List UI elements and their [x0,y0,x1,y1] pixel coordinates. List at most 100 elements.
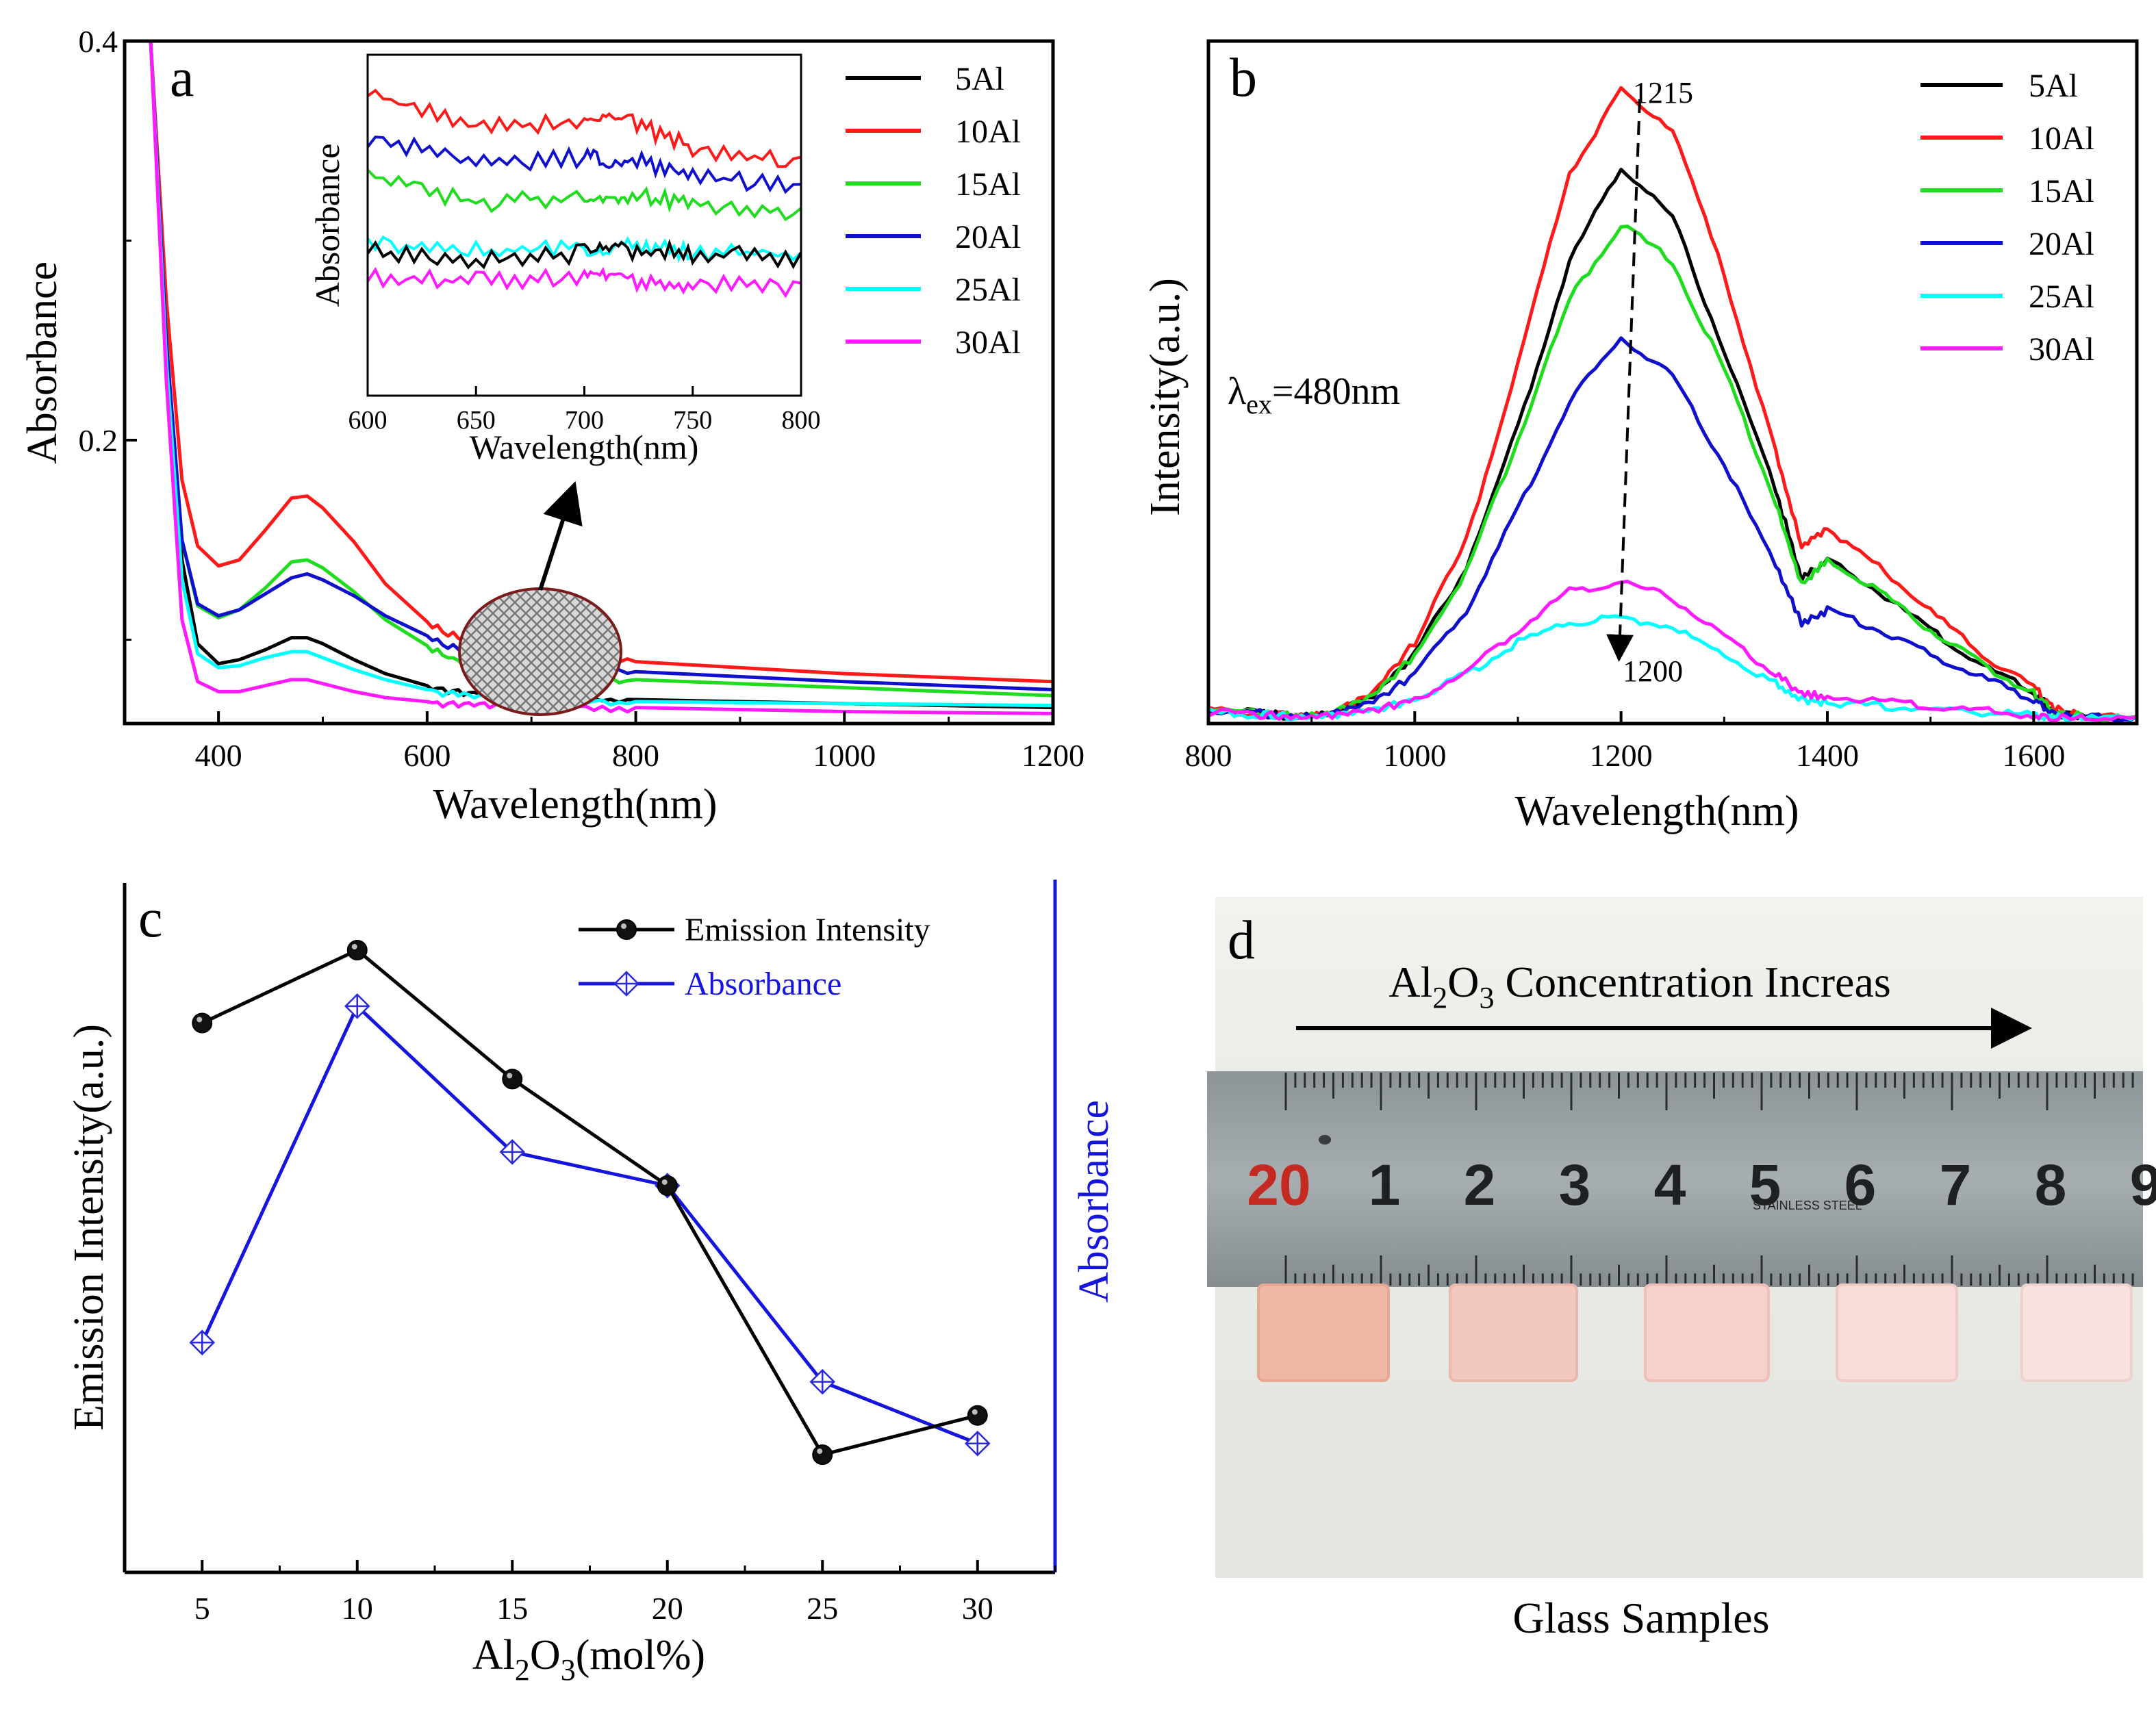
legend-label-a: 5Al [955,61,1004,97]
x-tick-label-c: 5 [194,1591,210,1626]
series-line-b-30Al [1208,579,2137,723]
x-tick-label-b: 1400 [1796,738,1859,773]
inset-x-tick-label: 800 [782,406,821,435]
inset-ylabel: Absorbance [308,144,346,307]
x-tick-label-c: 30 [962,1591,993,1626]
panel-d-caption: Glass Samples [1512,1594,1769,1642]
panel-a-ylabel: Absorbance [19,261,66,464]
excitation-label: λex=480nm [1228,370,1400,420]
x-tick-label-a: 1200 [1022,738,1085,773]
ruler-brand-label: STAINLESS STEEL [1753,1199,1862,1212]
legend-marker-emission [616,919,637,940]
glass-sample-5 [2020,1283,2133,1382]
legend-label-b: 30Al [2029,331,2094,368]
panel-c-ylabel-left: Emission Intensity(a.u.) [66,1024,112,1431]
panel-d-title: Al2O3 Concentration Increas [1388,958,1891,1014]
series-line-b-20Al [1208,336,2137,724]
panel-c-legend: Emission Intensity Absorbance [579,912,930,1002]
emission-point [502,1069,523,1090]
emission-point [812,1444,833,1466]
y-tick-label-a: 0.4 [79,24,118,59]
legend-marker-emission-highlight [621,923,626,929]
panel-a-xlabel: Wavelength(nm) [433,781,717,828]
highlight-ellipse [458,587,622,716]
inset-background [368,55,801,396]
panel-a-ticks: 400 600 800 1000 1200 0.2 0.4 [79,24,1085,773]
panel-a-legend: 5Al 10Al 15Al 20Al 25Al 30Al [846,61,1021,361]
peak-label-1215: 1215 [1633,76,1693,110]
legend-label-b: 5Al [2029,68,2078,104]
series-line-b-5Al [1208,168,2137,721]
ruler-number: 2 [1464,1153,1496,1217]
panel-b-legend: 5Al 10Al 15Al 20Al 25Al 30Al [1920,68,2094,368]
x-tick-label-b: 1600 [2002,738,2065,773]
emission-line [201,948,978,1457]
emission-point-highlight [196,1017,203,1023]
x-tick-label-c: 25 [807,1591,838,1626]
ruler-numbers: 20 1 2 3 4 5 6 7 8 9 [1247,1153,2156,1217]
x-tick-label-c: 10 [342,1591,373,1626]
series-line-b-25Al [1208,614,2137,723]
absorbance-point [344,993,370,1019]
legend-marker-absorbance [613,971,639,997]
ruler-number: 4 [1654,1153,1686,1217]
inset-pointer-arrow [538,481,583,591]
panel-d-letter: d [1228,910,1255,971]
absorbance-point [964,1430,991,1457]
inset-xlabel: Wavelength(nm) [470,428,699,466]
ruler-number: 8 [2035,1153,2067,1217]
absorbance-point [809,1368,836,1395]
ruler-number: 3 [1559,1153,1591,1217]
panel-c: 5 10 15 20 25 30 c Emission Intensity(a.u.) A… [66,880,1117,1687]
emission-point-highlight [661,1179,668,1185]
inset-x-tick-label: 650 [457,406,496,435]
panel-b-frame [1206,39,2139,726]
panel-b-ylabel: Intensity(a.u.) [1142,278,1189,516]
inset-line-15Al [368,168,801,222]
legend-label-b: 10Al [2029,120,2094,157]
panel-a-inset: 600 650 700 750 800 Wavelength(nm) Absorbanc… [308,53,821,466]
emission-point-highlight [507,1073,513,1079]
legend-label-b: 25Al [2029,279,2094,315]
emission-point [192,1012,213,1034]
inset-series [368,88,801,298]
x-tick-label-a: 800 [612,738,659,773]
emission-point-highlight [972,1409,978,1415]
y-tick-label-a: 0.2 [79,423,118,458]
x-tick-label-b: 1200 [1590,738,1653,773]
inset-x-tick-label: 600 [348,406,388,435]
inset-x-tick-label: 700 [565,406,604,435]
ruler-number: 1 [1369,1153,1401,1217]
steel-ruler [1207,1071,2143,1287]
panel-d: d Al2O3 Concentration Increas 20 1 2 3 4 5 6 7 8… [1207,897,2156,1642]
panel-a: 400 600 800 1000 1200 0.2 0.4 600 650 700 750 800 … [19,24,1085,828]
glass-sample-2 [1449,1283,1578,1382]
glass-sample-1 [1257,1283,1390,1382]
emission-point [346,940,368,960]
panel-b-series [1208,86,2137,724]
panel-c-letter: c [138,889,163,949]
emission-point [967,1405,988,1426]
legend-label-a: 15Al [955,166,1021,203]
legend-label-a: 10Al [955,114,1021,150]
inset-line-5Al [368,238,801,270]
emission-point [657,1175,678,1196]
ruler-number: 7 [1940,1153,1972,1217]
panel-b: 800 1000 1200 1400 1600 1215 1200 λex=480nm … [1142,39,2139,834]
panel-c-xlabel: Al2O3(mol%) [472,1632,705,1687]
panel-b-ticks: 800 1000 1200 1400 1600 [1185,711,2138,773]
x-tick-label-a: 1000 [813,738,876,773]
legend-label-c: Emission Intensity [685,912,930,948]
ruler-number: 5 [1749,1153,1781,1217]
panel-c-ylabel-right: Absorbance [1071,1100,1117,1303]
glass-samples [1257,1283,2133,1382]
glass-sample-3 [1644,1283,1770,1382]
legend-label-a: 20Al [955,219,1021,255]
x-tick-label-b: 800 [1185,738,1232,773]
inset-line-25Al [368,235,801,264]
ruler-number: 9 [2130,1153,2156,1217]
inset-line-30Al [368,266,801,298]
absorbance-point [189,1329,216,1356]
glass-sample-4 [1836,1283,1958,1382]
peak-label-1200: 1200 [1623,654,1683,688]
